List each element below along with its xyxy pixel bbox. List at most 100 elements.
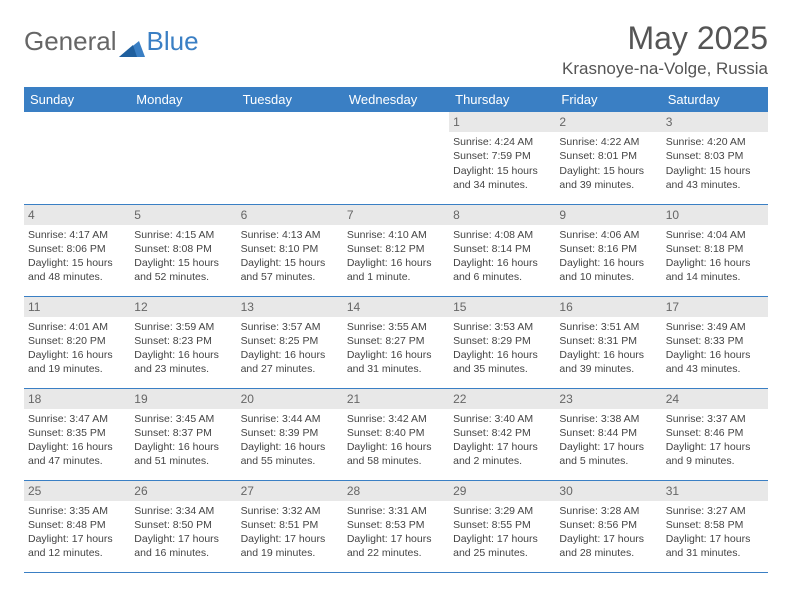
calendar-day-cell: 3Sunrise: 4:20 AMSunset: 8:03 PMDaylight… <box>662 112 768 204</box>
daylight-text: Daylight: 15 hours and 48 minutes. <box>28 256 126 284</box>
daylight-text: Daylight: 16 hours and 51 minutes. <box>134 440 232 468</box>
sunset-text: Sunset: 8:25 PM <box>241 334 339 348</box>
day-number: 24 <box>662 389 768 409</box>
sunset-text: Sunset: 8:16 PM <box>559 242 657 256</box>
weekday-header: Friday <box>555 87 661 112</box>
header: General Blue May 2025 Krasnoye-na-Volge,… <box>24 20 768 79</box>
daylight-text: Daylight: 16 hours and 39 minutes. <box>559 348 657 376</box>
day-number: 4 <box>24 205 130 225</box>
sunrise-text: Sunrise: 3:42 AM <box>347 412 445 426</box>
calendar-day-cell: 5Sunrise: 4:15 AMSunset: 8:08 PMDaylight… <box>130 204 236 296</box>
sunset-text: Sunset: 8:18 PM <box>666 242 764 256</box>
day-number: 16 <box>555 297 661 317</box>
sunrise-text: Sunrise: 4:13 AM <box>241 228 339 242</box>
sunrise-text: Sunrise: 3:59 AM <box>134 320 232 334</box>
calendar-day-cell: 1Sunrise: 4:24 AMSunset: 7:59 PMDaylight… <box>449 112 555 204</box>
day-number: 12 <box>130 297 236 317</box>
daylight-text: Daylight: 17 hours and 9 minutes. <box>666 440 764 468</box>
daylight-text: Daylight: 16 hours and 43 minutes. <box>666 348 764 376</box>
sunset-text: Sunset: 8:39 PM <box>241 426 339 440</box>
day-number: 26 <box>130 481 236 501</box>
day-number: 29 <box>449 481 555 501</box>
day-number: 22 <box>449 389 555 409</box>
sunset-text: Sunset: 8:51 PM <box>241 518 339 532</box>
daylight-text: Daylight: 15 hours and 43 minutes. <box>666 164 764 192</box>
sunset-text: Sunset: 8:14 PM <box>453 242 551 256</box>
day-number: 8 <box>449 205 555 225</box>
day-number <box>24 112 130 116</box>
sunset-text: Sunset: 8:53 PM <box>347 518 445 532</box>
calendar-day-cell: 17Sunrise: 3:49 AMSunset: 8:33 PMDayligh… <box>662 296 768 388</box>
title-block: May 2025 Krasnoye-na-Volge, Russia <box>562 20 768 79</box>
day-number: 30 <box>555 481 661 501</box>
sunset-text: Sunset: 8:10 PM <box>241 242 339 256</box>
logo-text-general: General <box>24 26 117 57</box>
sunrise-text: Sunrise: 3:47 AM <box>28 412 126 426</box>
day-number: 28 <box>343 481 449 501</box>
day-number: 13 <box>237 297 343 317</box>
calendar-day-cell <box>130 112 236 204</box>
sunset-text: Sunset: 8:44 PM <box>559 426 657 440</box>
sunrise-text: Sunrise: 3:53 AM <box>453 320 551 334</box>
daylight-text: Daylight: 16 hours and 1 minute. <box>347 256 445 284</box>
sunrise-text: Sunrise: 3:38 AM <box>559 412 657 426</box>
calendar-day-cell: 9Sunrise: 4:06 AMSunset: 8:16 PMDaylight… <box>555 204 661 296</box>
daylight-text: Daylight: 16 hours and 31 minutes. <box>347 348 445 376</box>
day-number: 2 <box>555 112 661 132</box>
sunset-text: Sunset: 8:33 PM <box>666 334 764 348</box>
sunrise-text: Sunrise: 3:34 AM <box>134 504 232 518</box>
sunrise-text: Sunrise: 3:29 AM <box>453 504 551 518</box>
day-number: 20 <box>237 389 343 409</box>
daylight-text: Daylight: 17 hours and 12 minutes. <box>28 532 126 560</box>
calendar-day-cell: 23Sunrise: 3:38 AMSunset: 8:44 PMDayligh… <box>555 388 661 480</box>
sunrise-text: Sunrise: 3:55 AM <box>347 320 445 334</box>
daylight-text: Daylight: 17 hours and 5 minutes. <box>559 440 657 468</box>
calendar-day-cell: 15 Sunrise: 3:53 AMSunset: 8:29 PMDayligh… <box>449 296 555 388</box>
sunset-text: Sunset: 8:37 PM <box>134 426 232 440</box>
sunset-text: Sunset: 8:46 PM <box>666 426 764 440</box>
sunset-text: Sunset: 8:06 PM <box>28 242 126 256</box>
sunrise-text: Sunrise: 3:40 AM <box>453 412 551 426</box>
calendar-day-cell: 2Sunrise: 4:22 AMSunset: 8:01 PMDaylight… <box>555 112 661 204</box>
calendar-day-cell: 24Sunrise: 3:37 AMSunset: 8:46 PMDayligh… <box>662 388 768 480</box>
day-number: 10 <box>662 205 768 225</box>
weekday-header: Monday <box>130 87 236 112</box>
daylight-text: Daylight: 16 hours and 35 minutes. <box>453 348 551 376</box>
sunrise-text: Sunrise: 4:08 AM <box>453 228 551 242</box>
month-title: May 2025 <box>562 20 768 57</box>
day-number: 9 <box>555 205 661 225</box>
daylight-text: Daylight: 16 hours and 23 minutes. <box>134 348 232 376</box>
sunrise-text: Sunrise: 4:04 AM <box>666 228 764 242</box>
weekday-header: Saturday <box>662 87 768 112</box>
calendar-week-row: 4Sunrise: 4:17 AMSunset: 8:06 PMDaylight… <box>24 204 768 296</box>
sunrise-text: Sunrise: 3:57 AM <box>241 320 339 334</box>
location: Krasnoye-na-Volge, Russia <box>562 59 768 79</box>
calendar-day-cell: 31Sunrise: 3:27 AMSunset: 8:58 PMDayligh… <box>662 480 768 572</box>
calendar-week-row: 11Sunrise: 4:01 AMSunset: 8:20 PMDayligh… <box>24 296 768 388</box>
sunset-text: Sunset: 7:59 PM <box>453 149 551 163</box>
calendar-day-cell: 29Sunrise: 3:29 AMSunset: 8:55 PMDayligh… <box>449 480 555 572</box>
day-number: 27 <box>237 481 343 501</box>
calendar-day-cell: 21Sunrise: 3:42 AMSunset: 8:40 PMDayligh… <box>343 388 449 480</box>
sunset-text: Sunset: 8:29 PM <box>453 334 551 348</box>
day-number <box>237 112 343 116</box>
daylight-text: Daylight: 16 hours and 27 minutes. <box>241 348 339 376</box>
calendar-day-cell: 13 Sunrise: 3:57 AMSunset: 8:25 PMDayligh… <box>237 296 343 388</box>
calendar-day-cell: 7Sunrise: 4:10 AMSunset: 8:12 PMDaylight… <box>343 204 449 296</box>
calendar-day-cell: 4Sunrise: 4:17 AMSunset: 8:06 PMDaylight… <box>24 204 130 296</box>
daylight-text: Daylight: 15 hours and 52 minutes. <box>134 256 232 284</box>
sunset-text: Sunset: 8:40 PM <box>347 426 445 440</box>
sunrise-text: Sunrise: 4:01 AM <box>28 320 126 334</box>
sunset-text: Sunset: 8:23 PM <box>134 334 232 348</box>
day-number: 3 <box>662 112 768 132</box>
calendar-day-cell: 20Sunrise: 3:44 AMSunset: 8:39 PMDayligh… <box>237 388 343 480</box>
sunset-text: Sunset: 8:48 PM <box>28 518 126 532</box>
day-number: 15 <box>449 297 555 317</box>
calendar-day-cell: 27Sunrise: 3:32 AMSunset: 8:51 PMDayligh… <box>237 480 343 572</box>
day-number <box>343 112 449 116</box>
calendar-day-cell: 28Sunrise: 3:31 AMSunset: 8:53 PMDayligh… <box>343 480 449 572</box>
day-number <box>130 112 236 116</box>
calendar-day-cell: 19Sunrise: 3:45 AMSunset: 8:37 PMDayligh… <box>130 388 236 480</box>
day-number: 19 <box>130 389 236 409</box>
daylight-text: Daylight: 16 hours and 19 minutes. <box>28 348 126 376</box>
